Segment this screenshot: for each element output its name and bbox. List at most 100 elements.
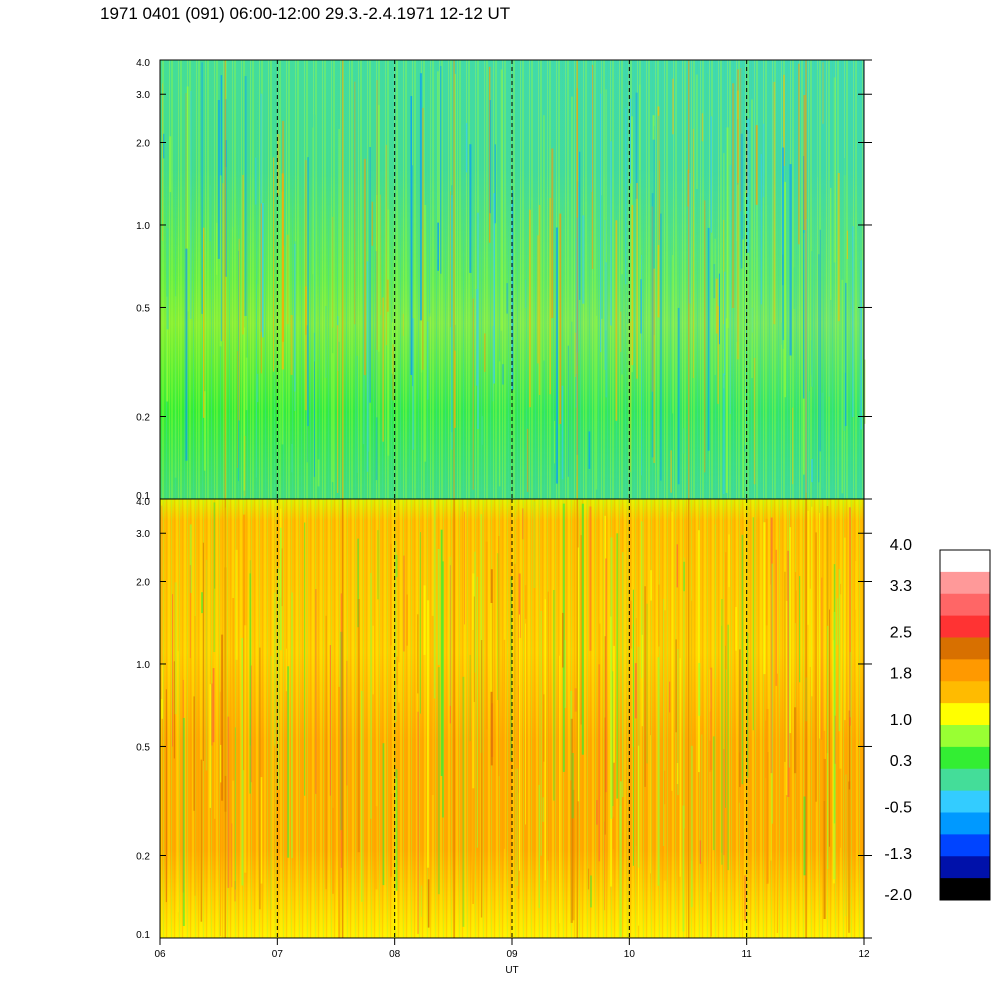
top-y-tick-label: 2.0 — [136, 138, 150, 149]
bottom-streak — [516, 768, 519, 886]
top-streak — [317, 459, 320, 487]
bottom-streak — [420, 885, 423, 917]
colorbar-label: 1.8 — [890, 665, 912, 682]
top-streak — [312, 127, 314, 275]
top-spike — [688, 60, 690, 499]
bottom-streak — [795, 590, 797, 820]
colorbar-frame — [939, 549, 991, 901]
top-streak — [387, 279, 389, 312]
top-panel-streaks — [162, 60, 866, 499]
bottom-streak — [277, 568, 280, 790]
bottom-streak — [243, 514, 246, 771]
bottom-streak — [189, 565, 191, 659]
colorbar-swatch — [940, 790, 990, 813]
bottom-streak — [202, 542, 204, 761]
top-streak — [217, 100, 220, 259]
bottom-streak — [315, 589, 317, 794]
bottom-streak — [784, 571, 786, 762]
bottom-streak — [581, 503, 584, 755]
top-streak — [302, 146, 304, 200]
bottom-streak — [637, 646, 640, 868]
bottom-streak — [833, 611, 836, 880]
bottom-spike — [341, 499, 344, 938]
colorbar-label: 0.3 — [890, 753, 912, 770]
top-streak — [660, 213, 662, 481]
top-streak — [260, 203, 262, 374]
bottom-streak — [834, 715, 836, 764]
bottom-streak — [725, 552, 727, 670]
colorbar-swatch — [940, 768, 990, 792]
colorbar-swatch — [940, 878, 990, 901]
top-streak — [412, 165, 413, 387]
bottom-streak — [279, 527, 282, 651]
x-axis-label: UT — [505, 965, 518, 976]
bottom-streak — [161, 663, 163, 719]
top-streak — [672, 255, 674, 414]
top-streak — [387, 209, 390, 456]
top-streak — [437, 71, 439, 260]
bottom-streak — [390, 543, 392, 646]
top-panel-gridlines — [276, 60, 748, 499]
top-streak — [651, 193, 654, 458]
top-streak — [715, 278, 718, 334]
bottom-streak — [855, 561, 857, 610]
top-streak — [760, 154, 762, 305]
bottom-streak — [664, 770, 666, 805]
bottom-streak — [538, 785, 540, 908]
bottom-streak — [250, 665, 252, 783]
bottom-streak — [577, 547, 580, 802]
x-axis: 06 07 08 09 10 11 12 — [154, 938, 870, 960]
top-streak — [450, 195, 453, 450]
top-streak — [512, 190, 514, 390]
colorbar-label: -2.0 — [884, 887, 912, 904]
top-streak — [653, 126, 655, 336]
top-streak — [617, 78, 619, 193]
top-streak — [714, 238, 716, 375]
top-spike — [224, 60, 226, 499]
bottom-streak — [525, 623, 526, 825]
bottom-streak — [346, 660, 348, 786]
top-streak — [277, 134, 280, 196]
bottom-streak — [765, 720, 767, 779]
top-streak — [615, 220, 618, 421]
top-streak — [803, 95, 806, 230]
top-streak — [639, 84, 641, 171]
top-streak — [307, 157, 309, 427]
bottom-streak — [395, 554, 398, 578]
bottom-streak — [227, 716, 230, 888]
bottom-streak — [710, 708, 712, 937]
bottom-streak — [396, 656, 399, 685]
top-streak — [782, 136, 784, 255]
bottom-streak — [712, 736, 715, 851]
top-streak — [186, 86, 189, 312]
bottom-streak — [559, 655, 561, 924]
colorbar-swatch — [940, 637, 990, 660]
bottom-streak — [518, 614, 520, 871]
top-streak — [216, 222, 218, 275]
bottom-streak — [503, 639, 506, 849]
bottom-streak — [274, 592, 276, 746]
x-tick-label: 10 — [624, 949, 636, 960]
bottom-streak — [403, 555, 405, 652]
top-streak — [255, 279, 257, 478]
top-streak — [574, 332, 577, 377]
top-streak — [821, 392, 824, 489]
top-streak — [337, 325, 339, 493]
bottom-streak — [838, 569, 841, 732]
top-streak — [621, 274, 623, 375]
colorbar-swatch — [940, 812, 990, 835]
bottom-streak — [771, 563, 773, 824]
bottom-streak — [205, 559, 208, 771]
colorbar-swatch — [940, 681, 990, 704]
top-streak — [833, 77, 836, 263]
bottom-streak — [553, 590, 555, 801]
top-streak — [631, 204, 634, 366]
bottom-streak — [809, 588, 811, 667]
bottom-streak — [464, 511, 465, 625]
bottom-streak — [676, 544, 678, 588]
bottom-streak — [741, 534, 744, 785]
bottom-streak — [604, 636, 606, 835]
top-streak — [846, 230, 848, 260]
bottom-streak — [357, 538, 359, 628]
bottom-streak — [848, 781, 851, 933]
